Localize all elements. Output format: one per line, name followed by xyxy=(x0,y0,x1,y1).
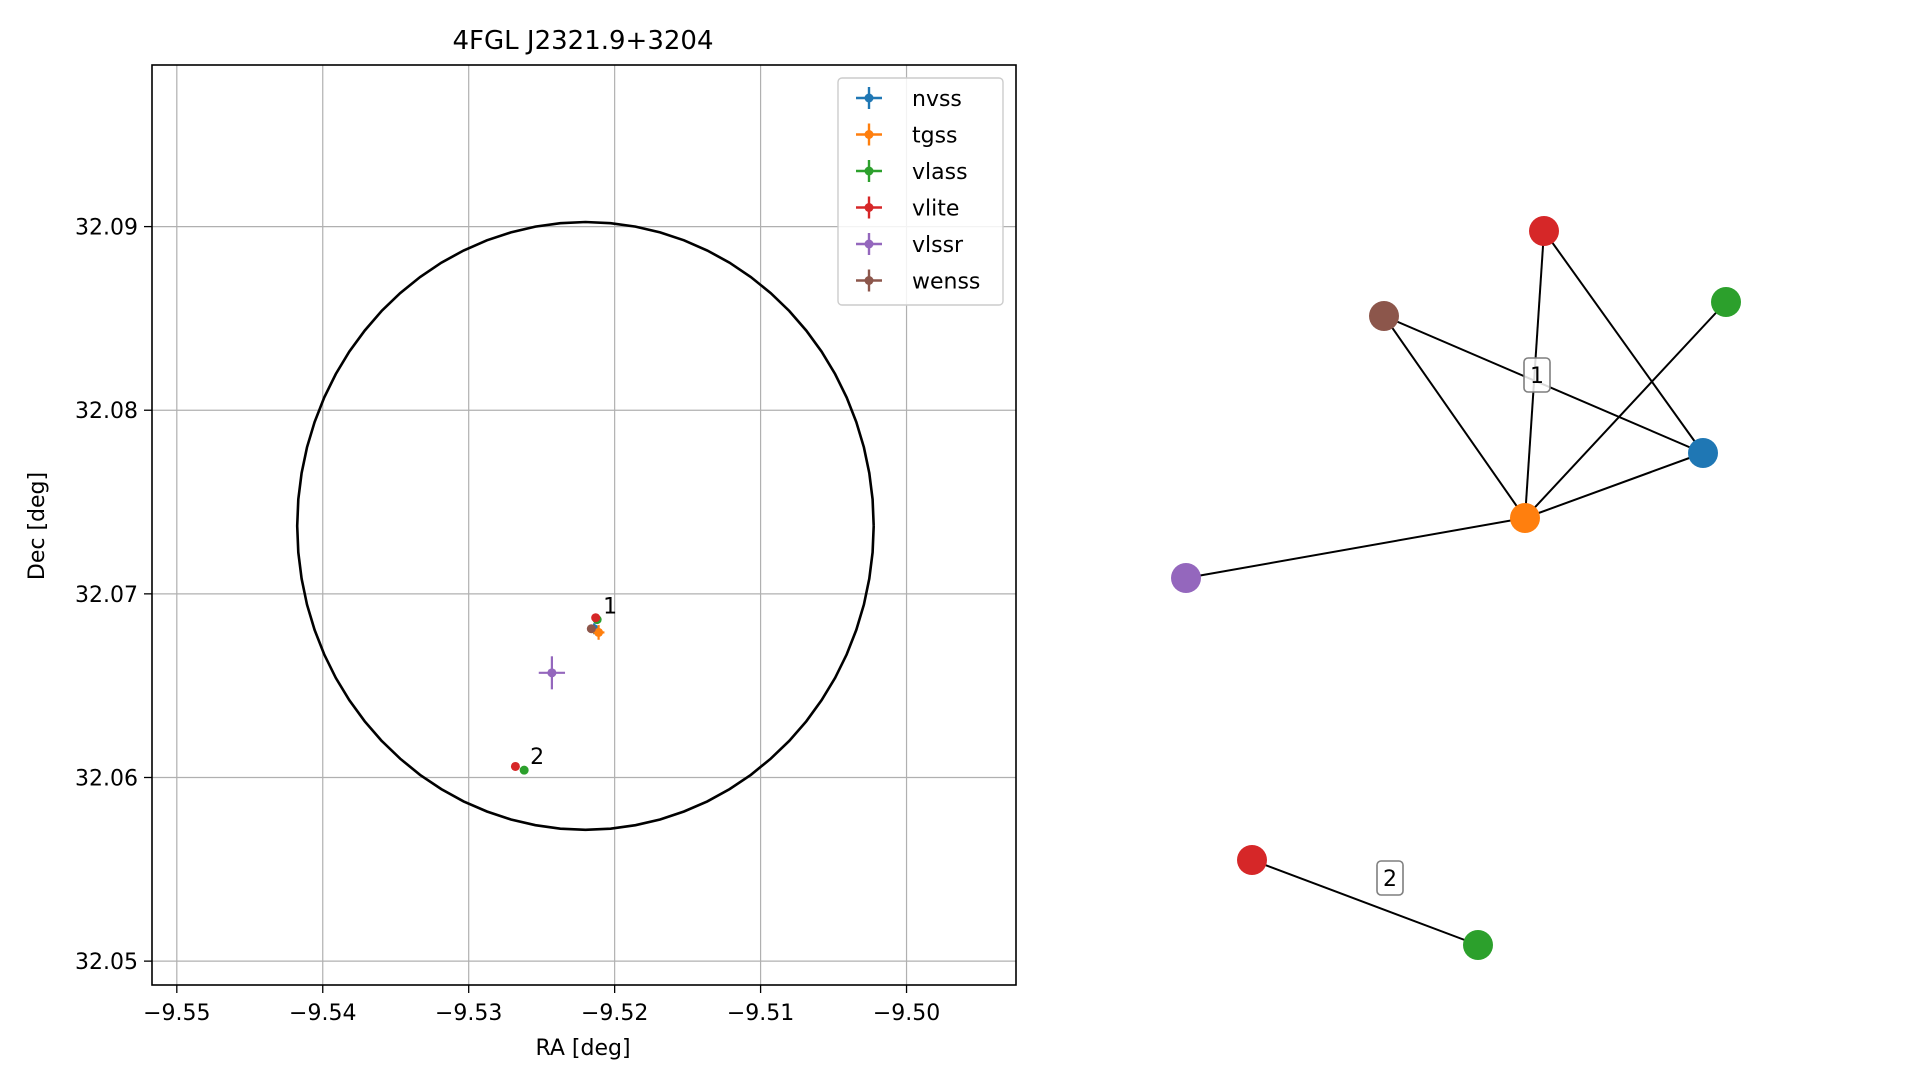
error-circle xyxy=(295,220,875,832)
annotation-label: 1 xyxy=(603,595,617,620)
node-vlass xyxy=(1711,287,1741,317)
edge-vlite-vlass xyxy=(1251,859,1479,946)
legend: nvss tgss vlass vlite vlssr wenss xyxy=(837,77,1004,306)
legend-marker xyxy=(864,203,874,212)
legend-entry-vlite: vlite xyxy=(856,196,959,222)
legend-label: tgss xyxy=(912,124,958,149)
node-vlite xyxy=(1237,845,1267,875)
chart-title: 4FGL J2321.9+3204 xyxy=(453,26,714,56)
marker xyxy=(510,761,520,771)
legend-entries: nvss tgss vlass vlite vlssr wenss xyxy=(856,87,980,295)
group-label-box xyxy=(1376,860,1404,896)
marker xyxy=(594,627,604,637)
data-point-vlass xyxy=(519,765,529,775)
legend-entry-vlssr: vlssr xyxy=(856,233,964,258)
marker xyxy=(591,613,601,623)
legend-marker xyxy=(864,130,874,139)
edge-vlssr-tgss xyxy=(1185,517,1526,579)
data-point-vlite xyxy=(591,613,601,623)
edge-vlass-tgss xyxy=(1524,301,1727,519)
group-labels-layer: 12 xyxy=(1376,357,1551,896)
legend-label: wenss xyxy=(912,270,980,295)
y-axis-label: Dec [deg] xyxy=(25,472,50,580)
x-tick-label: −9.52 xyxy=(581,1001,648,1026)
edge-nvss-tgss xyxy=(1524,452,1704,519)
data-point-vlssr xyxy=(538,656,566,690)
legend-label: vlite xyxy=(912,197,959,222)
node-tgss xyxy=(1510,503,1540,533)
data-point-tgss xyxy=(592,625,605,640)
node-vlass xyxy=(1463,930,1493,960)
x-tick-label: −9.53 xyxy=(435,1001,502,1026)
node-vlssr xyxy=(1171,563,1201,593)
data-point-vlite xyxy=(510,761,520,771)
error-circle-layer xyxy=(295,220,875,832)
scatter-panel: 12 −9.55 −9.54 −9.53 −9.52 −9.51 −9.5032.0532… xyxy=(25,26,1017,1061)
edge-wenss-tgss xyxy=(1383,315,1526,519)
x-axis-label: RA [deg] xyxy=(535,1036,630,1061)
y-tick-label: 32.09 xyxy=(75,216,138,241)
legend-label: vlssr xyxy=(912,233,964,258)
node-nvss xyxy=(1688,438,1718,468)
x-tick-label: −9.54 xyxy=(289,1001,356,1026)
y-tick-label: 32.06 xyxy=(75,766,138,791)
group-label-1: 1 xyxy=(1523,357,1551,393)
axes-frame xyxy=(151,64,1017,986)
legend-marker xyxy=(864,166,874,176)
legend-label: vlass xyxy=(912,160,968,185)
group-label-2: 2 xyxy=(1376,860,1404,896)
marker xyxy=(547,668,557,678)
group-label-box xyxy=(1523,357,1551,393)
annotations-layer: 12 xyxy=(530,595,617,771)
legend-marker xyxy=(864,93,874,103)
data-point-wenss xyxy=(586,624,596,634)
nodes-layer xyxy=(1171,216,1741,960)
legend-marker xyxy=(864,276,874,285)
group-label-text: 2 xyxy=(1383,867,1397,892)
group-label-text: 1 xyxy=(1530,364,1544,389)
legend-entry-tgss: tgss xyxy=(856,123,958,149)
network-panel: 12 xyxy=(1171,216,1741,960)
x-tick-label: −9.51 xyxy=(727,1001,794,1026)
legend-marker xyxy=(864,239,874,249)
x-tick-label: −9.50 xyxy=(873,1001,940,1026)
y-tick-label: 32.07 xyxy=(75,583,138,608)
ticks-layer: −9.55 −9.54 −9.53 −9.52 −9.51 −9.50 32.05 32.06… xyxy=(75,216,940,1026)
marker xyxy=(586,624,596,634)
annotation-label: 2 xyxy=(530,745,544,770)
node-vlite xyxy=(1529,216,1559,246)
legend-entry-wenss: wenss xyxy=(856,269,980,295)
points-layer xyxy=(510,613,605,775)
legend-label: nvss xyxy=(912,87,962,112)
edge-vlite-nvss xyxy=(1543,230,1704,454)
x-tick-label: −9.55 xyxy=(143,1001,210,1026)
y-tick-label: 32.08 xyxy=(75,399,138,424)
node-wenss xyxy=(1369,301,1399,331)
marker xyxy=(519,765,529,775)
legend-entry-nvss: nvss xyxy=(856,87,962,112)
y-tick-label: 32.05 xyxy=(75,950,138,975)
legend-entry-vlass: vlass xyxy=(856,160,968,185)
